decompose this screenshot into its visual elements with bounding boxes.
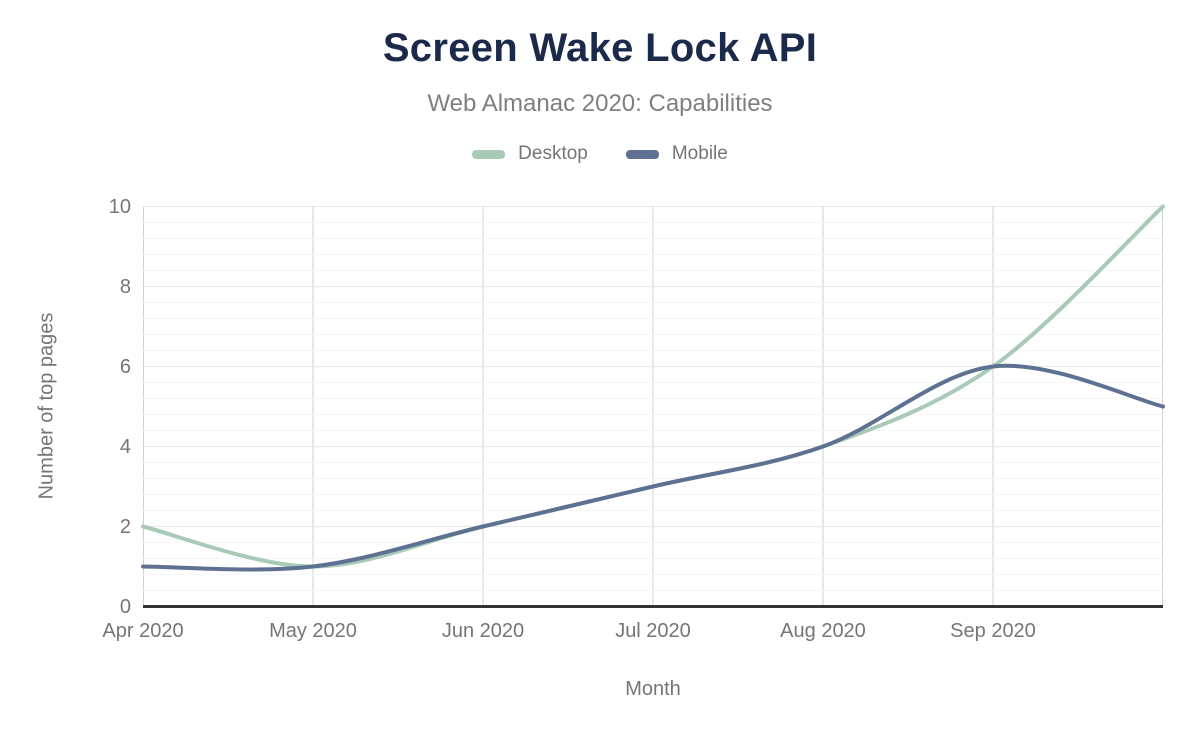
legend-label-mobile: Mobile [671,143,728,164]
legend-item-mobile: Mobile [625,143,728,165]
chart-title: Screen Wake Lock API [382,26,818,70]
x-tick-label: Jun 2020 [441,620,525,642]
x-tick-label: Aug 2020 [780,620,866,642]
chart-subtitle: Web Almanac 2020: Capabilities [427,90,773,117]
legend-item-desktop: Desktop [472,143,588,165]
y-tick-label: 6 [119,355,131,378]
x-tick-label: Jul 2020 [615,620,691,642]
legend-label-desktop: Desktop [518,143,588,164]
plot-area [141,204,1165,608]
x-tick-label: Apr 2020 [102,620,184,642]
x-tick-label: Sep 2020 [950,620,1036,642]
legend: Desktop Mobile [0,143,1200,165]
y-tick-label: 8 [119,275,131,298]
legend-swatch-desktop [472,149,506,159]
series-line-mobile [141,363,1165,572]
x-axis-title: Month [625,678,681,700]
y-axis-title: Number of top pages [35,312,58,500]
y-tick-label: 0 [119,595,131,618]
legend-swatch-mobile [625,149,659,159]
y-tick-label: 4 [119,435,131,458]
y-tick-label: 10 [108,195,131,218]
x-tick-label: May 2020 [269,620,357,642]
y-tick-label: 2 [119,515,131,538]
